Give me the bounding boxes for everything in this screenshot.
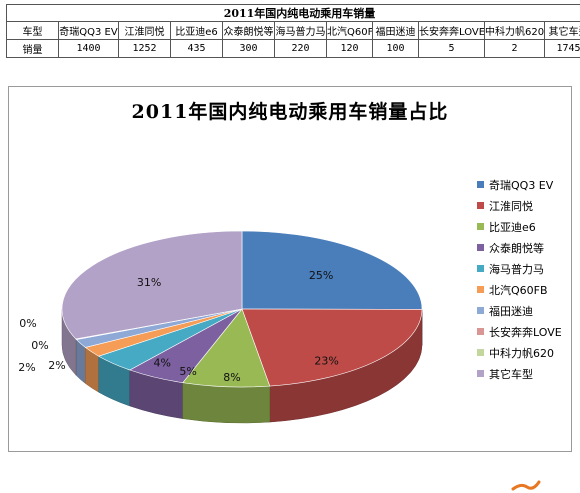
sales-cell: 220 — [275, 40, 327, 58]
model-cell: 北汽Q60FB — [327, 22, 373, 40]
data-label: 5% — [179, 365, 196, 378]
legend-item: 众泰朗悦等 — [477, 238, 562, 259]
sales-table: 2011年国内纯电动乘用车销量 车型 奇瑞QQ3 EV 江淮同悦 比亚迪e6 众… — [6, 4, 580, 58]
legend-item: 海马普力马 — [477, 259, 562, 280]
chart-area: 2011年国内纯电动乘用车销量占比 25%23%8%5%4%2%2%0%0%31… — [8, 86, 572, 452]
legend-swatch — [477, 328, 484, 335]
legend-swatch — [477, 202, 484, 209]
legend-item: 中科力帆620 — [477, 343, 562, 364]
legend-swatch — [477, 349, 484, 356]
sales-cell: 1252 — [119, 40, 171, 58]
legend-label: 海马普力马 — [489, 263, 544, 276]
legend-swatch — [477, 307, 484, 314]
orange-annotation-mark — [511, 479, 541, 493]
data-label: 0% — [19, 317, 36, 330]
model-cell: 其它车型 — [545, 22, 580, 40]
legend-item: 福田迷迪 — [477, 301, 562, 322]
model-cell: 比亚迪e6 — [171, 22, 223, 40]
sales-cell: 120 — [327, 40, 373, 58]
table-row-models: 车型 奇瑞QQ3 EV 江淮同悦 比亚迪e6 众泰朗悦等 海马普力马 北汽Q60… — [7, 22, 580, 40]
chart-legend: 奇瑞QQ3 EV 江淮同悦比亚迪e6 众泰朗悦等海马普力马北汽Q60FB 福田迷迪长安… — [477, 175, 562, 385]
legend-label: 众泰朗悦等 — [489, 242, 544, 255]
legend-swatch — [477, 181, 484, 188]
legend-item: 江淮同悦 — [477, 196, 562, 217]
sales-cell: 1745 — [545, 40, 580, 58]
sales-cell: 1400 — [59, 40, 119, 58]
data-label: 2% — [18, 361, 35, 374]
legend-label: 其它车型 — [489, 368, 533, 381]
chart-screenshot: 2011年国内纯电动乘用车销量 车型 奇瑞QQ3 EV 江淮同悦 比亚迪e6 众… — [0, 0, 580, 458]
legend-swatch — [477, 223, 484, 230]
sales-cell: 300 — [223, 40, 275, 58]
sales-cell: 5 — [419, 40, 485, 58]
legend-item: 比亚迪e6 — [477, 217, 562, 238]
legend-label: 中科力帆620 — [489, 347, 554, 360]
legend-label: 福田迷迪 — [489, 305, 533, 318]
pie-slices — [62, 231, 422, 387]
sales-cell: 435 — [171, 40, 223, 58]
legend-swatch — [477, 265, 484, 272]
legend-swatch — [477, 286, 484, 293]
data-label: 23% — [314, 354, 338, 367]
data-label: 31% — [137, 276, 161, 289]
legend-item: 其它车型 — [477, 364, 562, 385]
legend-label: 奇瑞QQ3 EV — [489, 179, 553, 192]
table-row-sales: 销量 1400 1252 435 300 220 120 100 5 2 174… — [7, 40, 580, 58]
data-label: 25% — [309, 269, 333, 282]
model-cell: 奇瑞QQ3 EV — [59, 22, 119, 40]
legend-item: 奇瑞QQ3 EV — [477, 175, 562, 196]
pie-slice-side — [183, 383, 270, 423]
model-cell: 江淮同悦 — [119, 22, 171, 40]
model-cell: 海马普力马 — [275, 22, 327, 40]
data-label: 2% — [48, 359, 65, 372]
legend-label: 长安奔奔LOVE — [489, 326, 562, 339]
sales-cell: 100 — [373, 40, 419, 58]
model-cell: 长安奔奔LOVE — [419, 22, 485, 40]
legend-item: 长安奔奔LOVE — [477, 322, 562, 343]
legend-swatch — [477, 370, 484, 377]
legend-label: 江淮同悦 — [489, 200, 533, 213]
legend-label: 比亚迪e6 — [489, 221, 536, 234]
legend-item: 北汽Q60FB — [477, 280, 562, 301]
model-cell: 众泰朗悦等 — [223, 22, 275, 40]
model-cell: 福田迷迪 — [373, 22, 419, 40]
legend-swatch — [477, 244, 484, 251]
legend-label: 北汽Q60FB — [489, 284, 548, 297]
data-label: 0% — [31, 339, 48, 352]
data-label: 8% — [223, 371, 240, 384]
row-label-sales: 销量 — [7, 40, 59, 58]
data-label: 4% — [153, 357, 170, 370]
sales-cell: 2 — [485, 40, 545, 58]
model-cell: 中科力帆620 — [485, 22, 545, 40]
row-label-model: 车型 — [7, 22, 59, 40]
table-title: 2011年国内纯电动乘用车销量 — [7, 5, 580, 22]
